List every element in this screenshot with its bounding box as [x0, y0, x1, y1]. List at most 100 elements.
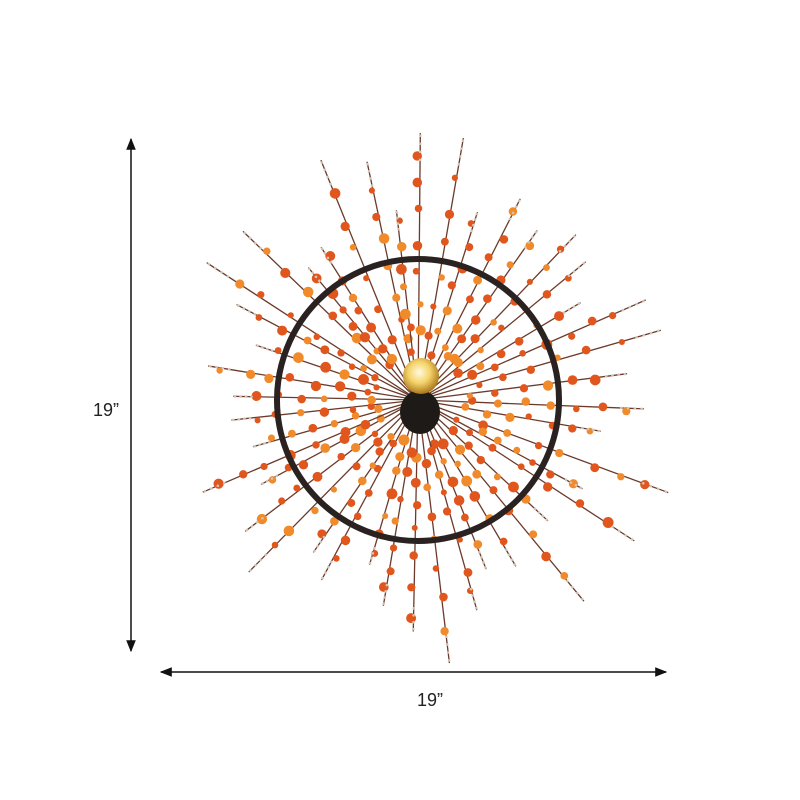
bud — [373, 547, 376, 550]
blossom — [288, 429, 296, 438]
blossom — [484, 253, 493, 262]
bud — [514, 205, 518, 209]
blossom — [397, 496, 404, 503]
blossom — [521, 397, 531, 406]
blossom — [340, 426, 351, 437]
bud — [308, 267, 311, 271]
bud — [323, 251, 327, 255]
blossom — [330, 516, 339, 526]
bud — [316, 545, 319, 548]
blossom — [298, 460, 309, 470]
blossom — [367, 402, 375, 411]
bud — [473, 600, 476, 604]
branch — [417, 399, 635, 542]
blossom — [283, 525, 295, 537]
mount — [400, 390, 440, 434]
bud — [567, 308, 571, 311]
blossom — [410, 477, 421, 488]
blossom — [396, 263, 407, 275]
bud — [207, 262, 211, 266]
blossom — [347, 391, 357, 401]
blossom — [508, 481, 519, 493]
bud — [563, 244, 567, 248]
blossom — [274, 347, 282, 354]
bud — [418, 134, 422, 138]
blossom — [483, 294, 492, 303]
branch — [417, 399, 585, 602]
bud — [461, 139, 465, 143]
blossom — [412, 177, 423, 188]
bud — [469, 587, 473, 591]
bud — [507, 553, 511, 556]
bud — [412, 613, 415, 617]
blossom — [406, 447, 417, 458]
blossom — [444, 209, 455, 220]
blossom — [407, 583, 416, 592]
blossom — [587, 316, 597, 326]
blossom — [297, 409, 305, 417]
blossom — [319, 407, 330, 417]
blossom — [542, 380, 554, 391]
blossom — [320, 395, 328, 403]
blossom — [413, 501, 422, 510]
blossom — [363, 275, 370, 282]
blossom — [395, 452, 405, 462]
blossom — [476, 362, 485, 371]
bud — [326, 175, 329, 179]
bud — [649, 484, 653, 488]
blossom — [398, 434, 410, 446]
blossom — [590, 463, 600, 473]
blossom — [453, 357, 463, 368]
blossom — [438, 274, 445, 281]
blossom — [264, 373, 274, 384]
blossom — [311, 506, 319, 515]
blossom — [489, 486, 498, 495]
bud — [368, 561, 372, 565]
bud — [319, 540, 323, 544]
bud — [531, 235, 534, 239]
blossom — [525, 413, 532, 420]
blossom — [280, 267, 291, 279]
bud — [254, 563, 257, 567]
blossom — [351, 332, 363, 344]
bud — [320, 161, 324, 164]
blossom — [271, 541, 279, 549]
blossom — [466, 429, 474, 437]
blossom — [246, 369, 256, 379]
blossom — [568, 332, 576, 340]
bud — [317, 279, 321, 283]
blossom — [371, 373, 379, 382]
bud — [242, 307, 246, 310]
blossom — [411, 524, 418, 531]
bud — [508, 217, 512, 221]
bud — [562, 311, 566, 314]
blossom — [310, 380, 322, 392]
bud — [570, 585, 574, 589]
bud — [471, 594, 475, 597]
bud — [412, 620, 415, 624]
blossom — [391, 517, 399, 525]
blossom — [427, 512, 437, 522]
bud — [321, 576, 324, 580]
blossom — [554, 311, 565, 322]
bud — [396, 222, 400, 225]
bud — [311, 271, 315, 275]
blossom — [352, 462, 361, 471]
blossom — [519, 350, 526, 357]
blossom — [407, 323, 415, 332]
blossom — [340, 535, 351, 546]
blossom — [568, 479, 578, 489]
blossom — [333, 555, 340, 562]
blossom — [517, 463, 525, 470]
blossom — [482, 410, 492, 419]
bud — [366, 162, 369, 166]
blossom — [542, 290, 552, 299]
bud — [233, 395, 237, 398]
blossom — [386, 353, 398, 365]
blossom — [453, 495, 465, 506]
bud — [633, 407, 637, 410]
blossom — [427, 446, 436, 456]
blossom — [263, 247, 271, 255]
blossom — [423, 483, 431, 492]
branch — [417, 261, 587, 401]
